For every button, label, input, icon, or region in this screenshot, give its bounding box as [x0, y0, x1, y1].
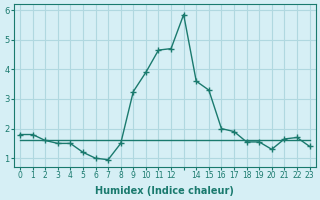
X-axis label: Humidex (Indice chaleur): Humidex (Indice chaleur) — [95, 186, 234, 196]
